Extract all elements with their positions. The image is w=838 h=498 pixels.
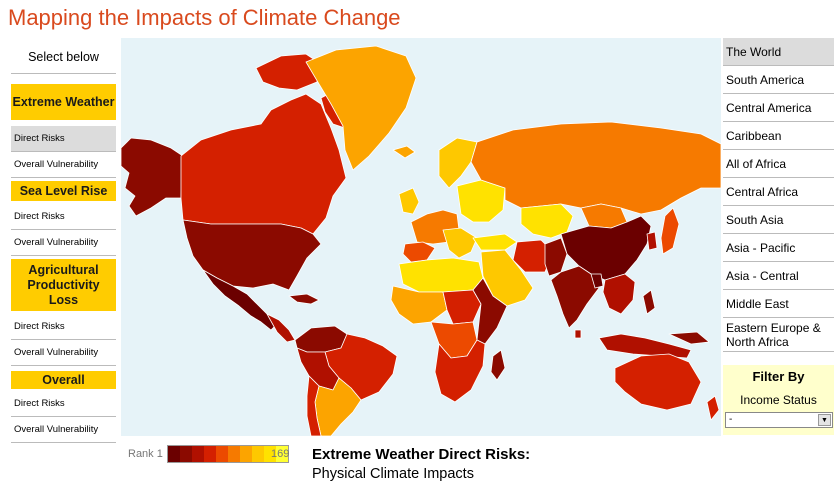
map-region-philippines <box>642 289 656 315</box>
map-region-australia <box>614 353 702 411</box>
legend-swatch <box>240 446 252 462</box>
map-region-japan <box>660 207 680 255</box>
region-central-america[interactable]: Central America <box>723 94 834 122</box>
legend-swatches <box>167 445 289 463</box>
category-overall[interactable]: Overall <box>11 371 116 389</box>
dropdown-arrow-icon[interactable]: ▼ <box>818 414 831 426</box>
map-region-caribbean <box>288 293 320 305</box>
income-status-value: - <box>729 414 733 425</box>
map-region-east-africa <box>472 277 508 345</box>
region-eastern-europe-north-africa[interactable]: Eastern Europe & North Africa <box>723 318 834 352</box>
map-region-eastern-europe <box>456 179 506 223</box>
map-region-indonesia <box>598 333 692 359</box>
legend-min-label: Rank 1 <box>128 448 163 460</box>
sea-level-rise-direct-risks[interactable]: Direct Risks <box>11 204 116 230</box>
map-region-bangladesh <box>590 273 604 289</box>
map-region-southern-africa <box>434 339 486 403</box>
map-region-papua <box>668 331 710 345</box>
map-region-uk-ireland <box>398 187 420 215</box>
map-region-korea <box>646 231 658 251</box>
legend-swatch <box>180 446 192 462</box>
map-region-madagascar <box>490 349 506 381</box>
region-asia-central[interactable]: Asia - Central <box>723 262 834 290</box>
region-central-africa[interactable]: Central Africa <box>723 178 834 206</box>
app-title: Mapping the Impacts of Climate Change <box>8 5 401 30</box>
map-region-greenland <box>305 45 417 171</box>
overall-overall-vulnerability[interactable]: Overall Vulnerability <box>11 417 116 443</box>
map-region-iceland <box>392 145 416 159</box>
map-region-india <box>550 265 600 329</box>
filter-title: Filter By <box>752 369 805 384</box>
legend-swatch <box>228 446 240 462</box>
legend-swatch <box>192 446 204 462</box>
filter-box: Filter By Income Status - ▼ <box>723 365 834 435</box>
map-region-turkey <box>472 233 518 251</box>
region-south-america[interactable]: South America <box>723 66 834 94</box>
map-region-sahel <box>442 289 482 325</box>
map-region-west-africa <box>390 285 448 325</box>
filter-subtitle: Income Status <box>740 393 817 407</box>
map-region-iberia <box>402 241 436 263</box>
category-sea-level-rise[interactable]: Sea Level Rise <box>11 181 116 201</box>
select-below-label: Select below <box>11 40 116 74</box>
map-region-arabia <box>480 249 534 307</box>
region-panel: The World South America Central America … <box>723 38 834 352</box>
left-panel: Select below Extreme Weather Direct Risk… <box>11 40 116 443</box>
agricultural-overall-vulnerability[interactable]: Overall Vulnerability <box>11 340 116 366</box>
region-the-world[interactable]: The World <box>723 38 834 66</box>
income-status-select[interactable]: - ▼ <box>725 412 833 428</box>
extreme-weather-overall-vulnerability[interactable]: Overall Vulnerability <box>11 152 116 178</box>
map-region-scandinavia <box>438 137 478 189</box>
region-all-of-africa[interactable]: All of Africa <box>723 150 834 178</box>
region-south-asia[interactable]: South Asia <box>723 206 834 234</box>
map-region-new-zealand <box>706 395 720 421</box>
map-caption-subtitle: Physical Climate Impacts <box>312 466 474 482</box>
region-caribbean[interactable]: Caribbean <box>723 122 834 150</box>
legend-max-label: 169 <box>271 448 290 460</box>
legend-swatch <box>276 446 288 462</box>
map-region-russia <box>470 121 721 215</box>
map-caption-title: Extreme Weather Direct Risks: <box>312 446 531 463</box>
sea-level-rise-overall-vulnerability[interactable]: Overall Vulnerability <box>11 230 116 256</box>
legend-swatch <box>252 446 264 462</box>
agricultural-direct-risks[interactable]: Direct Risks <box>11 314 116 340</box>
region-middle-east[interactable]: Middle East <box>723 290 834 318</box>
map-region-usa <box>182 219 322 291</box>
map-region-canada <box>180 93 347 235</box>
legend-swatch <box>168 446 180 462</box>
world-map[interactable] <box>121 38 721 436</box>
map-region-sri-lanka <box>574 329 582 339</box>
overall-direct-risks[interactable]: Direct Risks <box>11 391 116 417</box>
region-asia-pacific[interactable]: Asia - Pacific <box>723 234 834 262</box>
map-region-southeast-asia <box>602 273 636 315</box>
map-region-italy-balkans <box>442 227 478 259</box>
map-region-north-africa <box>398 257 484 293</box>
extreme-weather-direct-risks[interactable]: Direct Risks <box>11 126 116 152</box>
category-agricultural-productivity-loss[interactable]: Agricultural Productivity Loss <box>11 259 116 311</box>
map-region-arctic-islands <box>255 53 322 91</box>
map-region-alaska <box>121 137 184 217</box>
legend-swatch <box>216 446 228 462</box>
category-extreme-weather[interactable]: Extreme Weather <box>11 84 116 120</box>
legend-swatch <box>204 446 216 462</box>
legend-swatch <box>264 446 276 462</box>
map-region-chile <box>306 375 322 436</box>
world-map-svg[interactable] <box>121 38 721 436</box>
